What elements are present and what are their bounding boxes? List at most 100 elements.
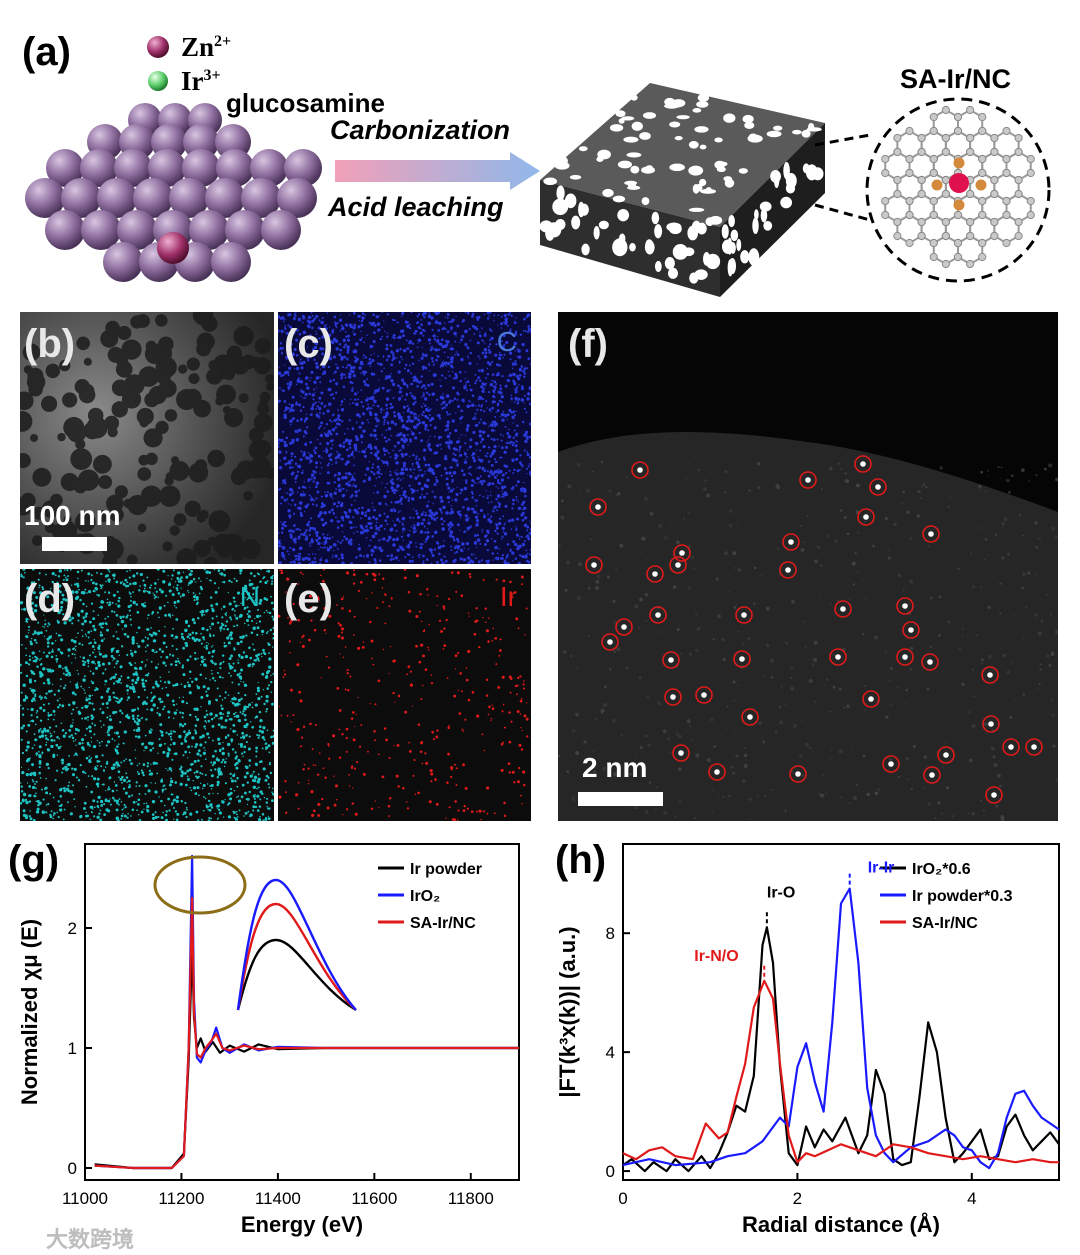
eds-dot bbox=[421, 346, 423, 349]
eds-dot bbox=[50, 603, 54, 607]
eds-dot bbox=[441, 561, 445, 564]
eds-dot bbox=[294, 505, 296, 507]
eds-dot bbox=[329, 545, 333, 549]
eds-dot bbox=[91, 702, 94, 705]
eds-dot bbox=[334, 363, 337, 365]
eds-dot bbox=[172, 799, 175, 802]
eds-dot bbox=[518, 544, 522, 549]
eds-dot bbox=[349, 542, 353, 546]
eds-dot bbox=[84, 716, 88, 720]
eds-dot bbox=[33, 608, 38, 613]
eds-dot bbox=[334, 339, 339, 343]
eds-dot bbox=[529, 528, 531, 531]
eds-dot bbox=[474, 534, 477, 537]
eds-dot bbox=[118, 677, 122, 682]
eds-dot bbox=[420, 386, 424, 389]
eds-dot bbox=[472, 417, 476, 421]
eds-dot bbox=[525, 411, 528, 414]
eds-dot bbox=[481, 468, 484, 471]
eds-dot bbox=[380, 473, 383, 476]
carbon-atom bbox=[881, 210, 890, 220]
eds-dot bbox=[210, 774, 214, 778]
eds-dot bbox=[264, 581, 268, 585]
eds-dot bbox=[372, 396, 374, 398]
eds-dot bbox=[403, 367, 406, 370]
eds-dot bbox=[504, 425, 507, 428]
eds-dot bbox=[307, 452, 310, 454]
eds-dot bbox=[236, 734, 238, 736]
eds-dot bbox=[87, 590, 92, 594]
eds-dot bbox=[347, 460, 351, 464]
eds-dot bbox=[136, 642, 138, 645]
eds-dot bbox=[162, 811, 164, 814]
eds-dot bbox=[348, 419, 352, 422]
eds-dot bbox=[231, 701, 235, 705]
haadf-pore bbox=[159, 485, 181, 507]
haadf-pore bbox=[31, 535, 43, 546]
eds-dot bbox=[337, 471, 342, 476]
pore bbox=[651, 211, 660, 225]
eds-dot bbox=[510, 528, 512, 531]
eds-dot bbox=[496, 481, 500, 484]
eds-dot bbox=[461, 542, 465, 546]
eds-dot bbox=[415, 457, 418, 460]
eds-dot bbox=[45, 654, 49, 658]
haadf-pore bbox=[233, 325, 254, 347]
eds-dot bbox=[422, 560, 425, 563]
eds-dot bbox=[444, 559, 448, 563]
eds-dot bbox=[417, 481, 422, 486]
eds-dot bbox=[483, 410, 486, 413]
eds-dot bbox=[513, 414, 517, 417]
eds-dot bbox=[291, 417, 295, 421]
eds-dot bbox=[337, 540, 339, 543]
haadf-pore bbox=[107, 346, 124, 363]
eds-dot bbox=[496, 552, 499, 555]
eds-dot bbox=[352, 366, 356, 370]
eds-dot bbox=[327, 462, 330, 465]
eds-dot bbox=[460, 446, 462, 448]
eds-dot bbox=[440, 436, 443, 439]
eds-dot bbox=[466, 424, 470, 428]
eds-dot bbox=[281, 347, 285, 350]
eds-dot bbox=[409, 468, 412, 471]
eds-dot bbox=[238, 615, 242, 619]
eds-dot bbox=[265, 707, 269, 711]
eds-dot bbox=[427, 463, 431, 467]
eds-dot bbox=[295, 366, 300, 371]
pore bbox=[654, 260, 662, 273]
eds-dot bbox=[184, 783, 188, 787]
eds-dot bbox=[314, 553, 317, 555]
eds-dot bbox=[420, 543, 424, 546]
eds-dot bbox=[458, 450, 461, 453]
eds-dot bbox=[44, 734, 47, 737]
eds-dot bbox=[38, 584, 41, 587]
haadf-pore bbox=[92, 454, 112, 474]
eds-dot bbox=[201, 787, 204, 790]
eds-dot bbox=[59, 697, 61, 700]
eds-dot bbox=[47, 681, 51, 685]
eds-dot bbox=[366, 334, 368, 336]
eds-dot bbox=[226, 636, 230, 640]
eds-dot bbox=[204, 741, 207, 744]
eds-dot bbox=[336, 364, 338, 366]
eds-dot bbox=[177, 657, 179, 660]
eds-dot bbox=[40, 698, 42, 701]
eds-dot bbox=[90, 574, 93, 577]
eds-dot bbox=[404, 426, 407, 429]
pore bbox=[723, 176, 733, 182]
eds-dot bbox=[445, 477, 449, 481]
eds-dot bbox=[508, 329, 512, 333]
eds-dot bbox=[352, 516, 355, 519]
eds-dot bbox=[433, 495, 437, 499]
eds-dot bbox=[506, 378, 510, 383]
eds-dot bbox=[97, 594, 101, 597]
eds-dot bbox=[507, 553, 509, 555]
eds-dot bbox=[518, 554, 522, 557]
eds-dot bbox=[306, 354, 309, 357]
eds-dot bbox=[358, 425, 362, 429]
eds-dot bbox=[167, 601, 169, 604]
eds-dot bbox=[244, 587, 248, 591]
eds-dot bbox=[124, 791, 128, 795]
eds-dot bbox=[308, 542, 311, 545]
eds-dot bbox=[156, 684, 160, 688]
